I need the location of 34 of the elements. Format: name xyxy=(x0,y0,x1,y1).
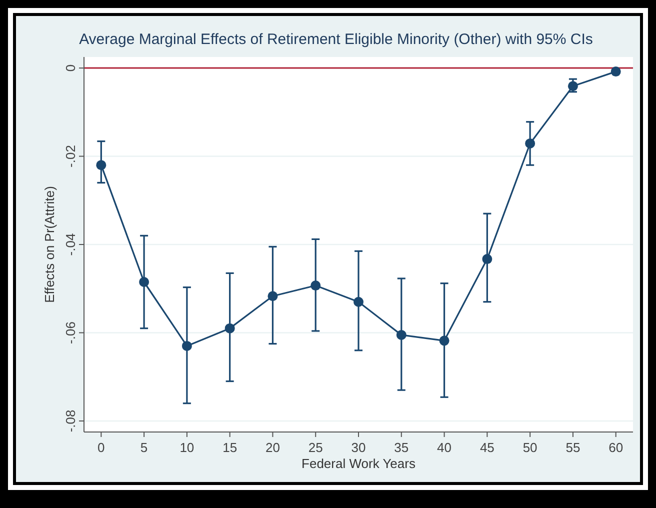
point xyxy=(224,323,235,334)
y-tick-label: 0 xyxy=(63,64,78,72)
y-tick-label: -.02 xyxy=(63,145,78,168)
y-tick-label: -.04 xyxy=(63,233,78,256)
x-tick-label: 15 xyxy=(222,440,238,455)
point xyxy=(482,254,492,264)
x-tick-label: 20 xyxy=(265,440,280,455)
point xyxy=(310,280,321,291)
point xyxy=(96,160,106,170)
x-tick-label: 0 xyxy=(98,440,105,455)
x-tick-label: 5 xyxy=(140,440,148,455)
x-tick-label: 55 xyxy=(566,440,580,455)
y-tick-label: -.08 xyxy=(63,410,78,432)
point xyxy=(439,336,450,346)
y-axis-title: Effects on Pr(Attrite) xyxy=(42,186,57,303)
x-tick-label: 60 xyxy=(608,440,624,455)
x-tick-label: 40 xyxy=(437,440,452,455)
chart-title: Average Marginal Effects of Retirement Eligible Minority (Other) with 95% CIs xyxy=(79,31,593,48)
x-axis-title: Federal Work Years xyxy=(302,456,416,471)
point xyxy=(525,138,536,148)
point xyxy=(610,66,621,77)
point xyxy=(354,296,364,307)
x-tick-label: 10 xyxy=(180,440,194,455)
x-tick-label: 50 xyxy=(522,440,538,455)
y-tick-label: -.06 xyxy=(63,322,78,344)
point xyxy=(182,340,192,351)
point xyxy=(568,81,578,92)
point xyxy=(268,291,278,302)
x-tick-label: 35 xyxy=(394,440,409,455)
point xyxy=(396,330,406,340)
x-tick-label: 25 xyxy=(308,440,323,455)
point xyxy=(139,277,150,287)
x-tick-label: 45 xyxy=(480,440,494,455)
x-tick-label: 30 xyxy=(351,440,366,455)
